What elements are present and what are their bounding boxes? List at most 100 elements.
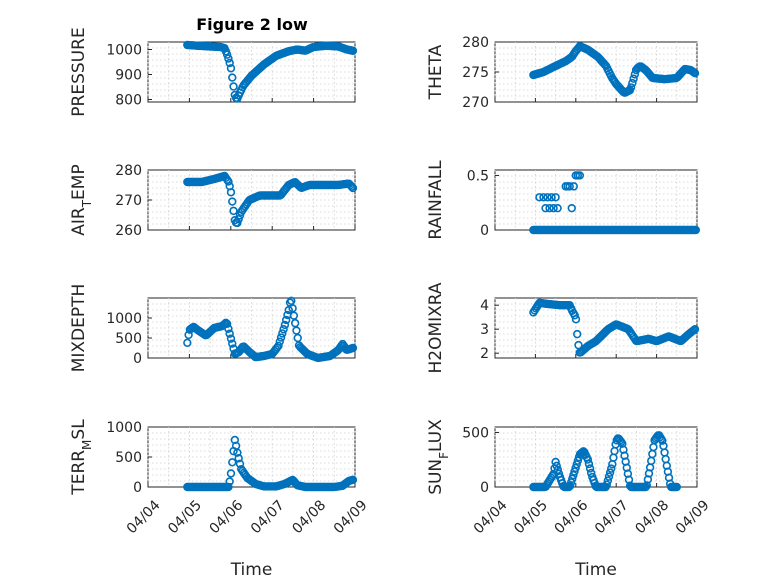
air_temp-data-point [348,183,358,193]
pressure-data-point [228,73,237,82]
theta-y-axis-label: THETA [426,44,446,100]
rainfall-data-point [553,203,562,213]
air_temp-y-axis-label-part: AIR [69,207,89,236]
rainfall-data-point [565,182,574,191]
sun_flux-x-tick-label: 04/07 [592,497,632,537]
terr_msl-x-tick-label: 04/04 [124,497,164,537]
h2omixra-y-tick-label: 3 [480,322,489,338]
air_temp-y-tick-label: 280 [115,163,142,179]
mixdepth-data-point [228,339,237,348]
sun_flux-x-tick-label: 04/04 [471,497,511,537]
mixdepth-data-point [275,337,284,346]
rainfall-data-point [547,193,556,202]
rainfall-y-axis-label: RAINFALL [426,160,446,240]
rainfall-data-point [691,225,700,235]
mixdepth-y-tick-label: 1000 [106,311,142,327]
rainfall-data-point [567,203,576,213]
terr_msl-data-point [233,448,242,457]
rainfall-data-point [535,193,544,202]
sun_flux-y-axis-label: SUNFLUX [426,419,451,495]
sun_flux-data-point [584,459,594,469]
theta-y-axis-label-part: THETA [426,44,446,100]
theta-data-point [626,83,636,92]
sun_flux-data-point [549,470,558,479]
terr_msl-y-tick-label: 1000 [106,420,142,436]
terr_msl-x-tick-label: 04/06 [207,497,247,537]
sun_flux-data-point [585,464,595,473]
sun_flux-x-tick-label: 04/08 [632,497,672,537]
terr_msl-y-tick-label: 0 [133,480,142,496]
rainfall-y-tick-label: 0 [480,223,489,239]
terr_msl-data-point [226,469,236,478]
h2omixra-y-tick-label: 4 [480,298,489,314]
sun_flux-x-tick-label: 04/09 [673,497,713,537]
terr_msl-data-point [224,482,233,492]
air_temp-data-point [234,214,243,224]
pressure-y-tick-label: 800 [115,93,142,109]
mixdepth-data-point [292,326,301,335]
mixdepth-data-point [290,318,300,328]
terr_msl-data-point [235,459,245,469]
terr_msl-x-tick-label: 04/07 [248,497,288,537]
air_temp-data-point [229,206,238,216]
sun_flux-y-axis-label-part: LUX [426,419,446,452]
rainfall-data-point [541,203,550,213]
rainfall-data-point [575,171,585,180]
sun_flux-data-point [658,436,667,445]
sun_flux-data-point [602,480,611,489]
sun_flux-data-point [607,464,616,473]
theta-data-point [629,74,638,83]
terr_msl-y-tick-label: 500 [115,450,142,466]
rainfall-data-point [545,203,554,213]
pressure-data-point [226,64,236,73]
rainfall-data-point [539,193,548,202]
mixdepth-data-point [293,333,302,343]
h2omixra-data-point [574,340,583,350]
sun_flux-data-point [564,482,574,492]
rainfall-data-point [569,182,578,191]
h2omixra-data-point [690,325,700,334]
rainfall-y-axis-label-part: RAINFALL [426,160,446,240]
pressure-data-point [229,82,238,91]
terr_msl-y-axis-label-part: TERR [69,450,89,496]
sun_flux-y-tick-label: 0 [480,480,489,496]
mixdepth-data-point [222,319,232,328]
theta-y-tick-label: 270 [462,95,489,111]
terr_msl-x-tick-label: 04/08 [289,497,329,537]
pressure-y-tick-label: 900 [115,68,142,84]
sun_flux-data-point [553,465,563,474]
mixdepth-data-point [348,343,358,353]
air_temp-y-tick-label: 270 [115,193,142,209]
rainfall-data-point [543,193,552,202]
pressure-y-axis-label: PRESSURE [69,27,89,116]
sun_flux-x-axis-label: Time [574,560,617,580]
mixdepth-data-point [281,315,291,325]
mixdepth-data-point [278,329,287,338]
terr_msl-x-tick-label: 04/09 [331,497,371,537]
mixdepth-data-point [276,333,286,342]
rainfall-data-point [551,193,560,202]
mixdepth-data-point [280,320,290,330]
mixdepth-data-point [226,334,236,343]
theta-data-point [628,78,637,88]
air_temp-y-axis-label-part: EMP [69,164,89,200]
sun_flux-data-point [572,460,581,469]
sun_flux-data-point [570,467,579,476]
sun_flux-data-point [583,455,593,464]
terr_msl-x-axis-label: Time [230,560,273,580]
air_temp-data-point [228,197,237,206]
sun_flux-y-axis-label-part: SUN [426,459,446,495]
air_temp-y-tick-label: 260 [115,223,142,239]
terr_msl-data-point [234,454,243,463]
pressure-data-point [225,58,234,68]
pressure-data-point [222,50,232,59]
sun_flux-x-tick-label: 04/05 [511,497,551,537]
theta-data-point [690,68,700,78]
air_temp-data-point [233,218,242,228]
terr_msl-y-axis-label: TERRMSL [69,419,94,496]
sun_flux-x-tick-label: 04/06 [552,497,592,537]
theta-y-tick-label: 275 [462,65,489,81]
h2omixra-data-point [571,315,581,324]
sun_flux-data-point [552,461,561,471]
mixdepth-data-point [225,329,234,338]
